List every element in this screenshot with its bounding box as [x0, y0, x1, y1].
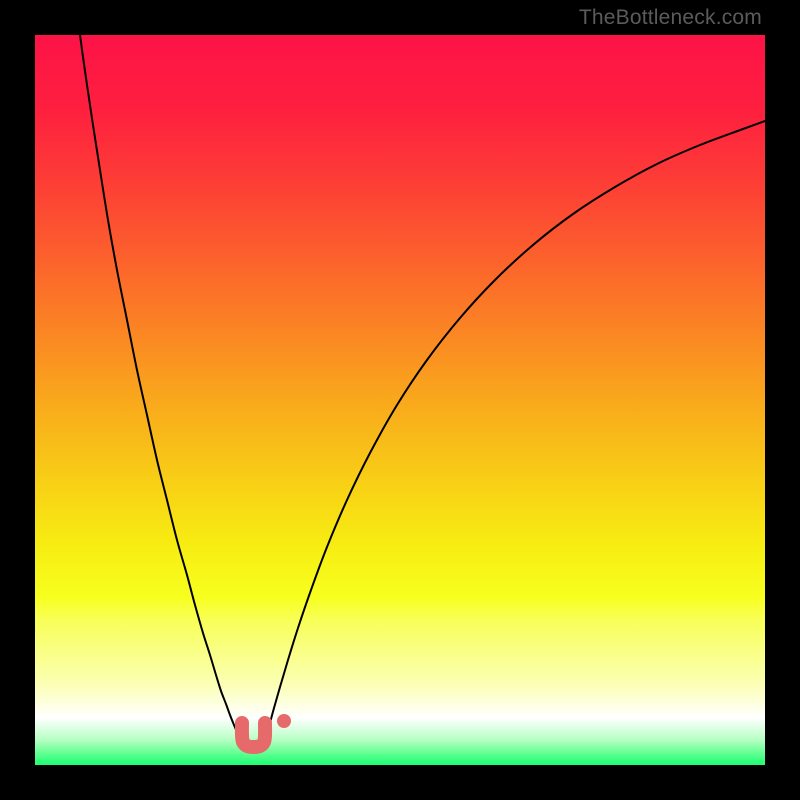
right-curve [267, 121, 765, 738]
cusp-u-marker [242, 723, 265, 747]
watermark-text: TheBottleneck.com [579, 6, 762, 30]
left-curve [80, 35, 240, 738]
cusp-dot-marker [277, 714, 291, 728]
chart-frame: TheBottleneck.com [0, 0, 800, 800]
curves-layer [35, 35, 765, 765]
plot-area [35, 35, 765, 765]
